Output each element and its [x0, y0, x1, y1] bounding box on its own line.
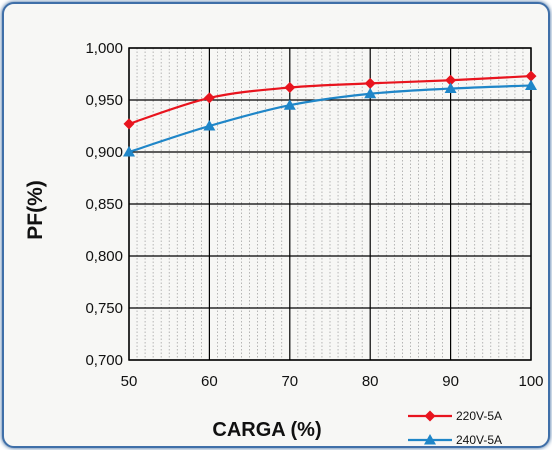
x-tick-label: 70	[281, 373, 298, 390]
data-point-240V-5A	[283, 99, 296, 110]
data-point-240V-5A	[525, 79, 537, 90]
x-tick-label: 50	[121, 373, 138, 390]
y-tick-label: 0,850	[85, 196, 123, 213]
data-point-240V-5A	[123, 146, 135, 157]
data-point-220V-5A	[123, 118, 135, 130]
x-tick-label: 100	[518, 373, 543, 390]
legend-marker-240V-5A	[424, 434, 436, 445]
x-axis-ticks: 50 60 70 80 90 100	[121, 373, 544, 390]
y-tick-label: 0,700	[85, 352, 123, 369]
y-tick-label: 1,000	[85, 40, 123, 57]
plot-area	[128, 47, 532, 361]
y-axis-label: PF(%)	[24, 180, 47, 240]
x-tick-label: 80	[362, 373, 379, 390]
legend-label: 240V-5A	[456, 433, 502, 446]
series-layer	[123, 70, 537, 157]
y-tick-label: 0,900	[85, 144, 123, 161]
legend-marker-220V-5A	[424, 410, 436, 422]
data-point-240V-5A	[444, 82, 457, 94]
y-axis-ticks: 1,000 0,950 0,900 0,850 0,800 0,750 0,700	[85, 40, 123, 369]
data-point-220V-5A	[445, 74, 457, 86]
data-point-220V-5A	[203, 92, 215, 104]
data-point-240V-5A	[364, 87, 377, 99]
data-point-240V-5A	[203, 120, 216, 131]
x-axis-label: CARGA (%)	[212, 419, 321, 441]
y-tick-label: 0,750	[85, 300, 123, 317]
data-point-220V-5A	[364, 77, 376, 89]
y-tick-label: 0,800	[85, 248, 123, 265]
x-tick-label: 90	[442, 373, 459, 390]
x-tick-label: 60	[201, 373, 218, 390]
data-point-220V-5A	[525, 70, 537, 82]
y-tick-label: 0,950	[85, 92, 123, 109]
chart-canvas: 1,000 0,950 0,900 0,850 0,800 0,750 0,700 50 60…	[24, 40, 544, 446]
legend-label: 220V-5A	[456, 409, 502, 423]
legend: 220V-5A 240V-5A	[408, 409, 502, 446]
data-point-220V-5A	[284, 82, 296, 94]
